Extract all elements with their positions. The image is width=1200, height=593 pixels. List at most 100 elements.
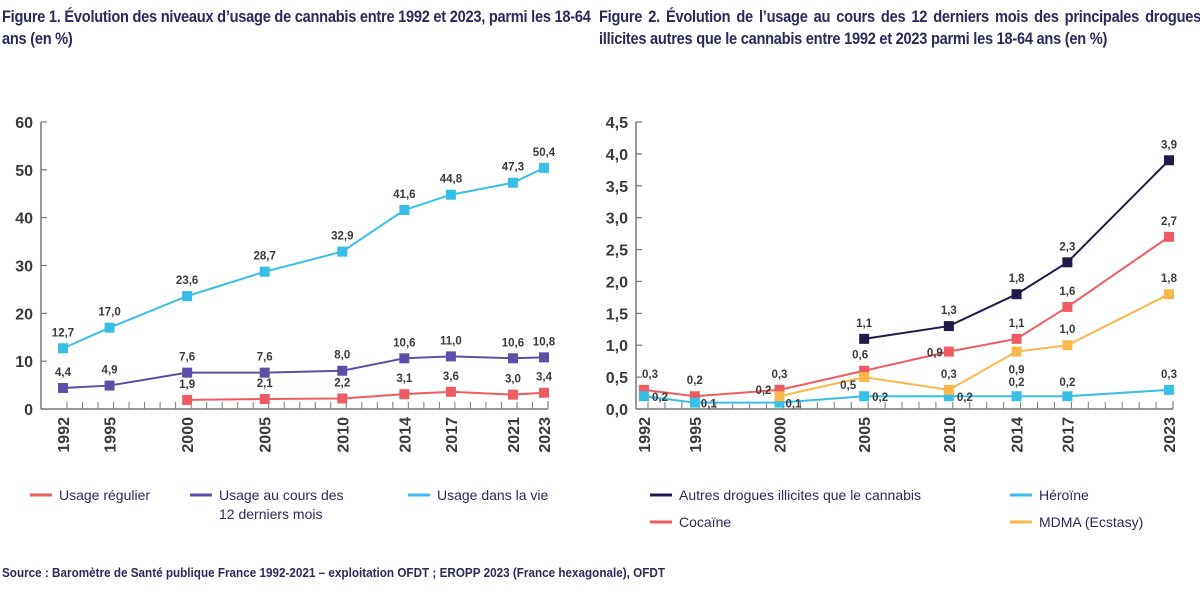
legend-label: Usage au cours des (219, 487, 344, 503)
source-note: Source : Baromètre de Santé publique Fra… (2, 565, 665, 580)
data-point (259, 266, 270, 277)
series-line (62, 167, 545, 350)
y-tick-label: 0,0 (606, 402, 628, 419)
data-label: 23,6 (176, 275, 198, 287)
data-point (1011, 289, 1022, 300)
data-point (445, 386, 456, 397)
y-tick-label: 2,0 (606, 274, 628, 291)
x-tick-label: 1995 (103, 417, 120, 453)
x-tick-label: 2010 (335, 417, 352, 453)
data-label: 44,8 (440, 174, 463, 186)
legend-label: 12 derniers mois (219, 506, 323, 522)
data-point (507, 389, 518, 400)
x-tick-label: 2000 (180, 417, 197, 453)
y-tick-label: 30 (15, 259, 33, 276)
series-line (643, 235, 1170, 398)
series-line (62, 355, 545, 389)
y-tick-label: 40 (15, 211, 33, 228)
data-point (445, 189, 456, 200)
data-label: 41,6 (393, 189, 415, 201)
data-point (507, 353, 518, 364)
data-point (1164, 231, 1174, 242)
data-point (943, 321, 954, 332)
data-label: 2,7 (1161, 216, 1177, 228)
data-point (1011, 333, 1022, 344)
data-label: 12,7 (52, 327, 74, 339)
data-point (943, 346, 954, 357)
y-tick-label: 1,5 (606, 306, 628, 323)
chart-figure1: 0 10 20 30 40 50 60 1992 1995 2000 2005 2010 2014 201… (15, 115, 556, 522)
x-tick-label: 2023 (537, 417, 554, 453)
y-tick-label: 20 (15, 306, 33, 323)
data-label: 10,6 (393, 337, 415, 349)
data-point (859, 391, 870, 402)
data-point (689, 397, 700, 408)
y-tick-label: 4,0 (606, 147, 628, 164)
data-point (1062, 301, 1073, 312)
y-tick-label: 0 (24, 402, 33, 419)
data-point (859, 365, 870, 376)
y-tick-label: 50 (15, 163, 33, 180)
data-point (182, 367, 193, 378)
data-point (1062, 257, 1073, 268)
series-line (779, 293, 1170, 398)
legend-label: Héroïne (1039, 487, 1089, 503)
data-label: 3,1 (396, 373, 413, 385)
data-point (104, 380, 115, 391)
data-label: 0,2 (1059, 377, 1075, 389)
data-point (1062, 340, 1073, 351)
x-tick-label: 2014 (1010, 417, 1027, 453)
legend-label: Usage régulier (59, 487, 150, 503)
data-label: 1,1 (856, 318, 873, 330)
data-label: 28,7 (254, 251, 276, 263)
data-label: 1,3 (941, 305, 957, 317)
data-point (337, 365, 348, 376)
x-tick-label: 2023 (1162, 417, 1179, 453)
data-label: 0,2 (755, 385, 771, 397)
x-tick-label: 1995 (688, 417, 705, 453)
data-label: 32,9 (331, 231, 353, 243)
y-tick-label: 3,0 (606, 211, 628, 228)
data-point (774, 397, 785, 408)
data-point (259, 367, 270, 378)
data-point (507, 177, 518, 188)
data-label: 7,6 (257, 352, 273, 364)
y-tick-label: 3,5 (606, 179, 628, 196)
data-label: 4,4 (55, 367, 72, 379)
data-label: 47,3 (502, 162, 524, 174)
y-tick-label: 60 (15, 115, 33, 132)
data-point (1164, 289, 1174, 300)
data-point (1062, 391, 1073, 402)
x-tick-label: 1992 (56, 417, 73, 453)
data-label: 1,8 (1009, 273, 1026, 285)
data-point (259, 393, 270, 404)
data-label: 2,1 (257, 378, 274, 390)
data-point (399, 353, 410, 364)
data-point (1011, 391, 1022, 402)
data-point (859, 372, 870, 383)
data-label: 50,4 (533, 147, 556, 159)
figure1-title: Figure 1. Évolution des niveaux d’usage … (2, 7, 591, 48)
legend-label: Autres drogues illicites que le cannabis (679, 487, 921, 503)
data-label: 0,3 (1161, 369, 1177, 381)
data-label: 0,1 (785, 399, 802, 411)
data-point (774, 384, 785, 395)
data-point (182, 291, 193, 302)
data-label: 0,9 (927, 348, 943, 360)
data-label: 8,0 (334, 350, 350, 362)
data-point (182, 394, 193, 405)
data-label: 0,9 (1009, 365, 1025, 377)
data-point (539, 352, 549, 363)
data-label: 7,6 (179, 352, 195, 364)
data-label: 0,3 (642, 369, 658, 381)
series-line (643, 388, 1170, 404)
data-label: 3,6 (443, 371, 459, 383)
data-label: 2,3 (1059, 241, 1075, 253)
y-tick-label: 1,0 (606, 338, 628, 355)
figure2-title: Figure 2. Évolution de l’usage au cours … (599, 7, 1200, 48)
x-tick-label: 2005 (258, 417, 275, 453)
data-point (337, 246, 348, 257)
data-label: 0,3 (941, 369, 957, 381)
data-point (639, 384, 649, 395)
data-point (774, 391, 785, 402)
